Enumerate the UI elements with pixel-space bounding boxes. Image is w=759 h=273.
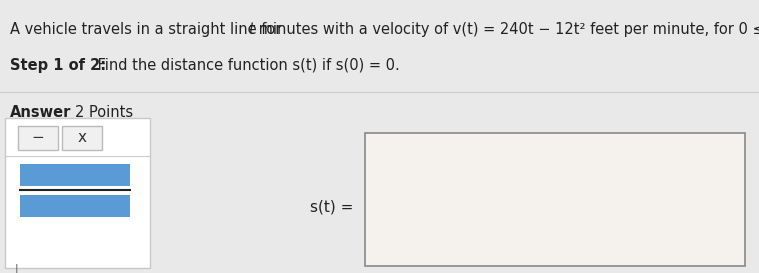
- Bar: [365, 133, 745, 266]
- Text: s(t) =: s(t) =: [310, 200, 354, 215]
- Text: Step 1 of 2:: Step 1 of 2:: [10, 58, 106, 73]
- Text: minutes with a velocity of v(t) = 240t − 12t² feet per minute, for 0 ≤ t ≤ 11.: minutes with a velocity of v(t) = 240t −…: [254, 22, 759, 37]
- Text: Answer: Answer: [10, 105, 71, 120]
- Bar: [20, 164, 130, 186]
- Bar: [20, 195, 130, 217]
- Bar: [62, 126, 102, 150]
- Text: Find the distance function s(t) if s(0) = 0.: Find the distance function s(t) if s(0) …: [93, 58, 400, 73]
- Text: |: |: [15, 264, 19, 273]
- Bar: [18, 126, 58, 150]
- Text: A vehicle travels in a straight line for: A vehicle travels in a straight line for: [10, 22, 286, 37]
- Text: −: −: [32, 130, 44, 146]
- Text: x: x: [77, 130, 87, 146]
- Text: 2 Points: 2 Points: [75, 105, 133, 120]
- Text: t: t: [248, 22, 254, 37]
- Bar: [5, 118, 150, 268]
